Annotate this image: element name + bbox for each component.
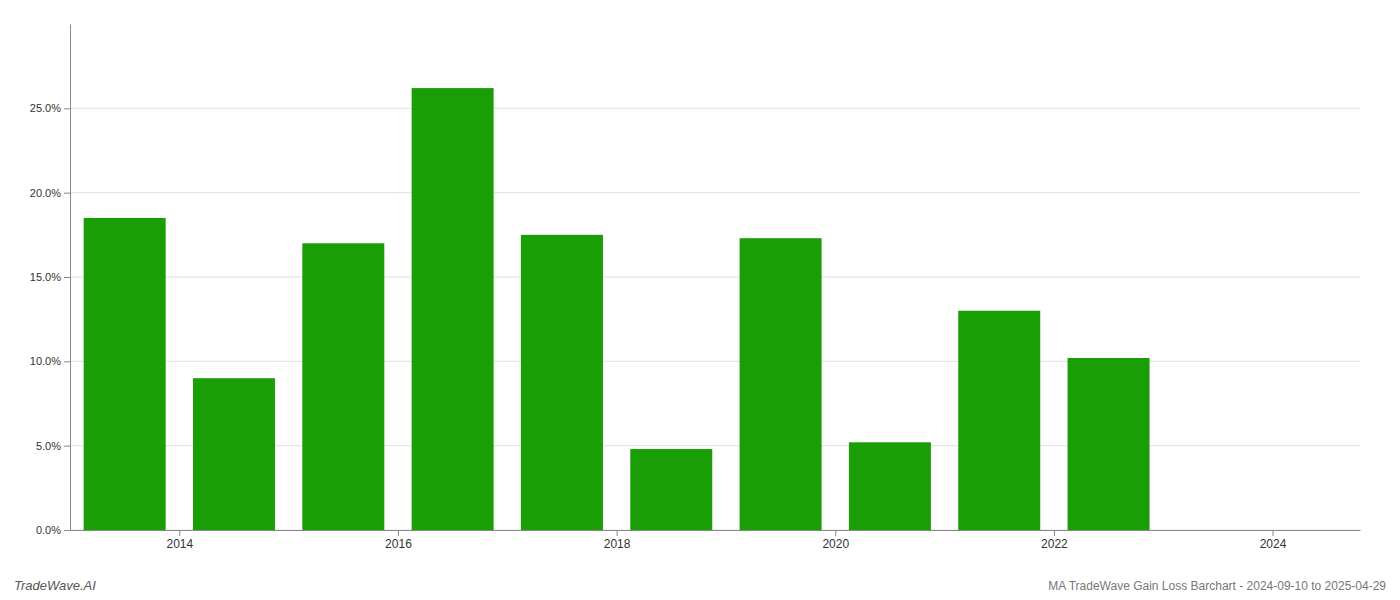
tick: 2020	[822, 530, 849, 551]
grid-line	[70, 361, 1360, 362]
tick-label: 25.0%	[30, 102, 61, 114]
bar	[84, 218, 166, 530]
tick-mark	[64, 277, 70, 278]
tick: 2024	[1260, 530, 1287, 551]
grid-line	[70, 108, 1360, 109]
tick-mark	[64, 530, 70, 531]
bar	[193, 378, 275, 530]
tick: 2018	[604, 530, 631, 551]
bar	[412, 88, 494, 530]
bar	[958, 311, 1040, 530]
bar	[849, 442, 931, 530]
bar	[302, 243, 384, 530]
tick: 25.0%	[30, 102, 70, 114]
tick-label: 2020	[822, 537, 849, 551]
tick-mark	[1273, 530, 1274, 536]
x-axis: 2014 2016 2018 2020 2022 2024	[71, 530, 1361, 551]
tick-mark	[64, 361, 70, 362]
tick-mark	[835, 530, 836, 536]
axis-line	[70, 25, 71, 531]
tick: 20.0%	[30, 187, 70, 199]
tick-label: 2024	[1260, 537, 1287, 551]
bar	[740, 238, 822, 530]
grid-line	[70, 277, 1360, 278]
tick-label: 15.0%	[30, 271, 61, 283]
chart: 2014 2016 2018 2020 2022 2024 0.0% 5.0% 10.0% 15.…	[0, 0, 1400, 600]
tick-mark	[64, 446, 70, 447]
grid	[70, 108, 1360, 530]
tick-mark	[179, 530, 180, 536]
tick: 15.0%	[30, 271, 70, 283]
tick: 5.0%	[36, 440, 70, 452]
tick-label: 0.0%	[36, 524, 61, 536]
tick-mark	[617, 530, 618, 536]
tick-label: 5.0%	[36, 440, 61, 452]
tick: 2016	[385, 530, 412, 551]
bar	[630, 449, 712, 530]
axis-line	[71, 530, 1361, 531]
footer-left: TradeWave.AI	[14, 578, 96, 593]
tick-label: 2016	[385, 537, 412, 551]
tick-label: 20.0%	[30, 187, 61, 199]
bar	[521, 235, 603, 530]
tick-mark	[398, 530, 399, 536]
tick-mark	[1054, 530, 1055, 536]
tick-label: 2014	[166, 537, 193, 551]
tick-mark	[64, 108, 70, 109]
tick: 2014	[166, 530, 193, 551]
tick-label: 2018	[604, 537, 631, 551]
tick: 0.0%	[36, 524, 70, 536]
grid-line	[70, 192, 1360, 193]
plot-area	[84, 88, 1150, 530]
tick-label: 2022	[1041, 537, 1068, 551]
tick: 10.0%	[30, 355, 70, 367]
y-axis: 0.0% 5.0% 10.0% 15.0% 20.0% 25.0%	[30, 25, 71, 537]
tick: 2022	[1041, 530, 1068, 551]
footer-right: MA TradeWave Gain Loss Barchart - 2024-0…	[1048, 579, 1386, 593]
tick-mark	[64, 193, 70, 194]
tick-label: 10.0%	[30, 355, 61, 367]
bar	[1068, 358, 1150, 530]
